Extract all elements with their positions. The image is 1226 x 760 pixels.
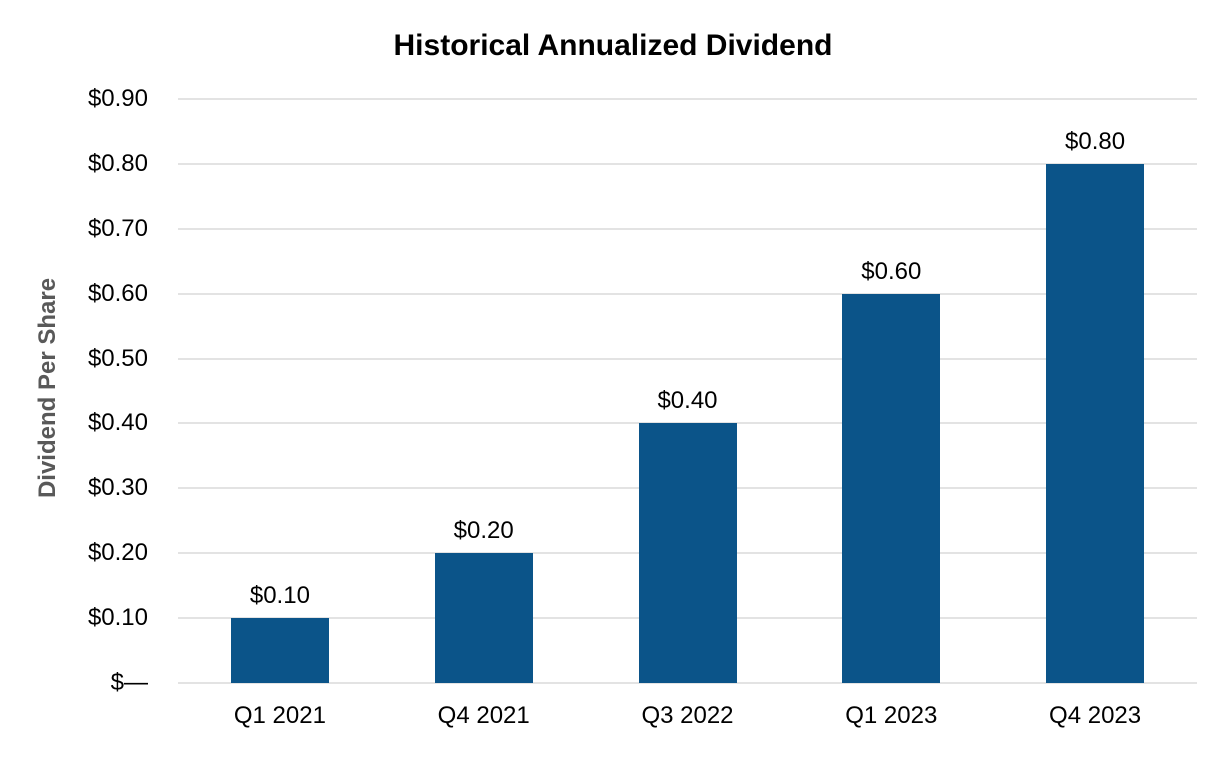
- y-tick-label: $0.50: [87, 344, 148, 372]
- bar-q3-2022: [638, 423, 737, 683]
- gridline: [178, 682, 1197, 684]
- bar-value-label: $0.20: [453, 517, 514, 545]
- y-tick-label: $0.60: [87, 279, 148, 307]
- bar-value-label: $0.60: [861, 257, 922, 285]
- bar-q1-2023: [842, 293, 941, 683]
- gridline: [178, 98, 1197, 100]
- gridline: [178, 162, 1197, 165]
- plot-area: $0.10 $0.20 $0.40 $0.60 $0.80: [178, 98, 1197, 684]
- bar-value-label: $0.40: [657, 387, 718, 415]
- x-tick-label: Q4 2023: [1049, 702, 1142, 729]
- chart-title: Historical Annualized Dividend: [393, 29, 833, 62]
- x-tick-label: Q4 2021: [437, 702, 530, 729]
- y-tick-label: $0.70: [87, 214, 148, 242]
- y-tick-label: $0.20: [87, 539, 148, 567]
- bar-value-label: $0.80: [1065, 127, 1126, 155]
- y-tick-label: $0.90: [87, 85, 148, 112]
- x-tick-label: Q1 2021: [233, 702, 326, 729]
- bar-q1-2021: [230, 618, 329, 683]
- y-axis-title: Dividend Per Share: [34, 277, 61, 499]
- gridline: [178, 357, 1197, 360]
- bar-q4-2021: [434, 553, 533, 683]
- y-tick-label: $0.80: [87, 149, 148, 177]
- gridline: [178, 227, 1197, 230]
- bar-value-label: $0.10: [249, 582, 310, 610]
- x-tick-label: Q1 2023: [845, 702, 938, 729]
- y-tick-label: $0.30: [87, 474, 148, 502]
- x-tick-label: Q3 2022: [641, 702, 734, 729]
- y-tick-label: $0.10: [87, 604, 148, 632]
- gridline: [178, 292, 1197, 295]
- y-tick-label: $—: [110, 669, 148, 696]
- y-tick-label: $0.40: [87, 409, 148, 437]
- bar-q4-2023: [1046, 163, 1145, 683]
